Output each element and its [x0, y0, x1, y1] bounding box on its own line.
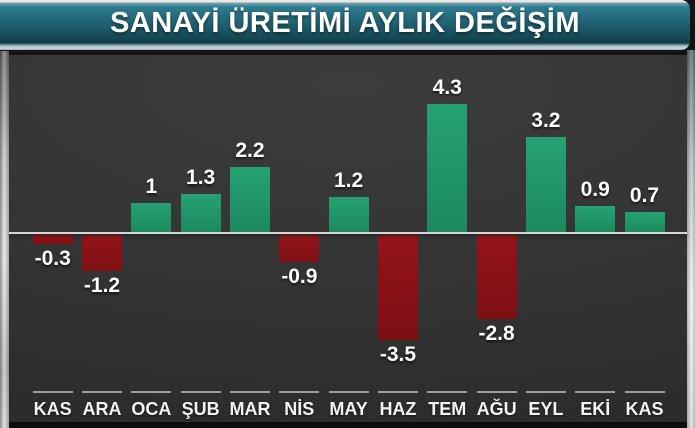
title-banner: SANAYİ ÜRETİMİ AYLIK DEĞİŞİM [0, 0, 690, 50]
bar-ni̇s-5 [279, 235, 320, 262]
month-label-ağu-9: AĞU [476, 399, 517, 419]
month-label-oca-2: OCA [131, 399, 172, 419]
axis-tick-10 [525, 391, 566, 393]
value-label-may-6: 1.2 [334, 169, 364, 192]
bar-eki̇-11 [575, 206, 616, 233]
month-label-ara-1: ARA [82, 399, 122, 419]
value-label-şub-3: 1.3 [186, 166, 216, 189]
zero-axis-line [9, 232, 687, 234]
bar-kas-0 [32, 235, 73, 244]
month-label-mar-4: MAR [229, 399, 271, 419]
left-edge-decoration [0, 51, 9, 428]
axis-tick-2 [131, 391, 172, 393]
bar-tem-8 [427, 104, 468, 233]
bar-haz-7 [377, 235, 418, 340]
value-label-ağu-9: -2.8 [478, 322, 515, 345]
value-label-tem-8: 4.3 [432, 76, 462, 99]
month-label-ni̇s-5: NİS [284, 399, 315, 419]
bottom-edge-decoration [9, 422, 687, 428]
axis-tick-9 [476, 391, 517, 393]
value-label-eki̇-11: 0.9 [580, 178, 610, 201]
chart-panel: -0.3 -1.2 1 1.3 2.2 -0.9 1.2 -3.5 4.3 -2.8 3.2 0.9 0… [9, 55, 687, 422]
axis-tick-7 [377, 391, 418, 393]
month-label-haz-7: HAZ [379, 399, 417, 419]
month-label-may-6: MAY [329, 399, 368, 419]
value-label-mar-4: 2.2 [235, 139, 265, 162]
month-label-kas-0: KAS [33, 399, 72, 419]
bar-kas-12 [624, 212, 665, 233]
value-label-kas-12: 0.7 [629, 184, 660, 207]
axis-tick-3 [180, 391, 221, 393]
bar-eyl-10 [525, 137, 566, 233]
value-label-haz-7: -3.5 [379, 343, 417, 366]
axis-tick-6 [328, 391, 369, 393]
value-label-ara-1: -1.2 [83, 274, 121, 297]
bar-şub-3 [180, 194, 221, 233]
month-label-eki̇-11: EKİ [580, 399, 611, 419]
axis-tick-0 [32, 391, 73, 393]
axis-tick-8 [427, 391, 468, 393]
axis-tick-11 [575, 391, 616, 393]
month-label-şub-3: ŞUB [181, 399, 220, 419]
month-axis: KAS ARA OCA ŞUB MAR NİS MAY HAZ TEM AĞU EYL EKİ KAS [9, 55, 687, 422]
value-label-eyl-10: 3.2 [531, 109, 561, 132]
right-edge-decoration [687, 50, 695, 428]
axis-tick-12 [624, 391, 665, 393]
value-label-ni̇s-5: -0.9 [281, 265, 318, 288]
bar-oca-2 [131, 203, 172, 233]
axis-tick-1 [82, 391, 123, 393]
chart-title: SANAYİ ÜRETİMİ AYLIK DEĞİŞİM [109, 7, 580, 39]
bar-mar-4 [229, 167, 270, 233]
bar-ağu-9 [476, 235, 517, 319]
bar-ara-1 [82, 235, 123, 271]
month-label-tem-8: TEM [428, 399, 467, 419]
axis-tick-4 [229, 391, 270, 393]
value-label-oca-2: 1 [145, 175, 158, 198]
month-label-eyl-10: EYL [528, 399, 564, 419]
bar-may-6 [328, 197, 369, 233]
value-label-kas-0: -0.3 [34, 247, 71, 270]
plot-area: -0.3 -1.2 1 1.3 2.2 -0.9 1.2 -3.5 4.3 -2.8 3.2 0.9 0… [9, 55, 687, 422]
axis-tick-5 [279, 391, 320, 393]
month-label-kas-12: KAS [625, 399, 664, 419]
